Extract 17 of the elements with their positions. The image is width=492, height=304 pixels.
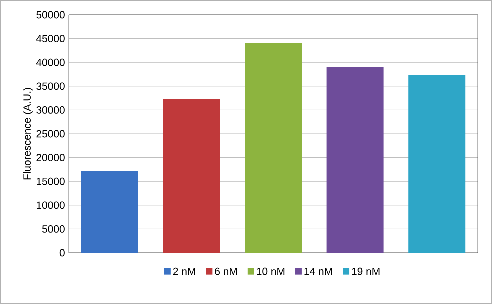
y-tick-label: 15000 xyxy=(37,178,65,186)
y-tick-label: 10000 xyxy=(37,202,65,210)
y-axis-title: Fluorescence (A.U.) xyxy=(23,88,34,180)
y-tick-label: 30000 xyxy=(36,106,65,114)
y-tick-label: 0 xyxy=(60,249,65,257)
legend-label: 19 nM xyxy=(352,268,380,276)
legend-label: 6 nM xyxy=(215,268,238,276)
y-tick-label: 45000 xyxy=(36,35,65,43)
y-tick-label: 25000 xyxy=(36,130,65,138)
y-tick-label: 20000 xyxy=(36,154,65,162)
legend-label: 14 nM xyxy=(304,268,332,276)
legend-label: 10 nM xyxy=(257,268,285,276)
y-tick-label: 50000 xyxy=(36,11,65,19)
y-tick-label: 5000 xyxy=(42,226,65,233)
legend-label: 2 nM xyxy=(173,268,196,276)
y-tick-label: 40000 xyxy=(36,58,65,66)
y-tick-label: 35000 xyxy=(36,82,65,90)
